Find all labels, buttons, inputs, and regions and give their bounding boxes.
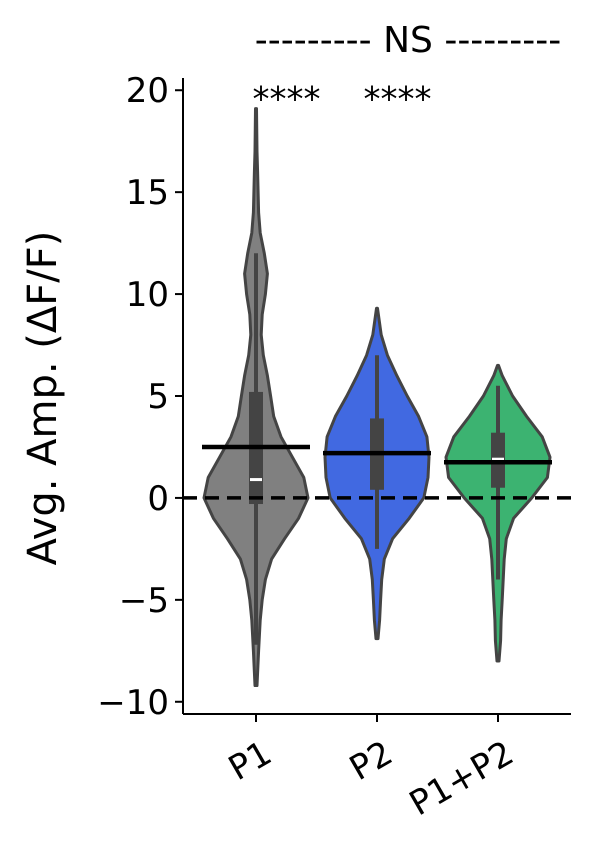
x-tick-label: P1 — [222, 733, 278, 789]
y-tick-label: 0 — [147, 479, 169, 519]
violins — [202, 107, 552, 687]
y-tick-label: 15 — [126, 173, 169, 213]
y-tick-label: −10 — [97, 683, 169, 723]
y-axis-label: Avg. Amp. (ΔF/F) — [20, 231, 66, 566]
significance-stars: **** — [253, 79, 321, 119]
x-tick-label: P1+P2 — [403, 733, 521, 824]
y-tick-label: 5 — [147, 377, 169, 417]
x-tick-label: P2 — [343, 733, 399, 789]
ns-annotation: --------- NS --------- — [255, 20, 562, 61]
significance-stars: **** — [364, 79, 432, 119]
y-tick-labels: 20 15 10 5 0 −5 −10 — [97, 71, 183, 723]
y-tick-label: 10 — [126, 275, 169, 315]
x-tick-labels: P1 P2 P1+P2 — [222, 714, 521, 824]
y-tick-label: 20 — [126, 71, 169, 111]
y-tick-label: −5 — [119, 581, 169, 621]
